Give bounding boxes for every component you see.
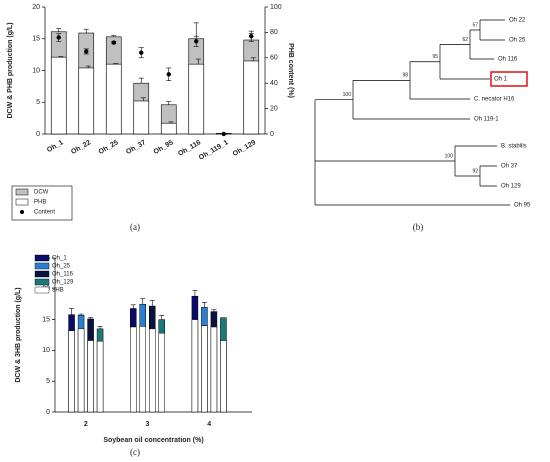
inner-bar	[68, 330, 75, 413]
inner-bar	[191, 319, 199, 413]
x-axis-label: Soybean oil concentration (%)	[103, 437, 203, 444]
x-tick-label: Oh_1	[46, 139, 65, 154]
leaf-label: Oh 37	[501, 164, 518, 170]
content-point	[56, 35, 61, 40]
x-tick-label: Oh_129	[232, 139, 257, 158]
y2-tick-label: 20	[270, 105, 278, 112]
bootstrap-value: 100	[445, 153, 454, 159]
highlight-box	[490, 71, 528, 87]
legend-label: Oh_25	[52, 264, 71, 270]
inner-bar	[96, 340, 104, 413]
x-tick-label: Oh_22	[70, 139, 92, 156]
content-point	[249, 34, 254, 39]
bootstrap-value: 62	[462, 37, 468, 43]
leaf-label: Oh 95	[514, 203, 531, 209]
leaf-label: Oh 25	[509, 38, 526, 44]
x-tick-label: 3	[146, 421, 150, 428]
inner-bar	[220, 340, 227, 413]
y-tick-label: 10	[42, 347, 50, 354]
leaf-label: Oh 119-1	[474, 117, 499, 123]
leaf-label: Oh 1	[494, 77, 508, 83]
content-point	[139, 50, 144, 55]
bar	[78, 67, 95, 135]
bootstrap-value: 57	[472, 22, 478, 28]
x-tick-label: Oh_25	[98, 139, 120, 156]
content-point	[111, 40, 116, 45]
y-tick-label: 5	[46, 378, 50, 385]
x-tick-label: 4	[207, 421, 211, 428]
y-tick-label: 5	[36, 99, 40, 106]
content-point	[194, 39, 199, 44]
inner-bar	[158, 332, 165, 413]
y-tick-label: 20	[32, 4, 40, 11]
caption: (c)	[130, 447, 140, 457]
legend-symbol	[15, 198, 29, 206]
y-tick-label: 0	[36, 131, 40, 138]
legend-label: Oh_129	[52, 280, 74, 286]
legend-symbol	[34, 286, 50, 294]
y-tick-label: 15	[42, 316, 50, 323]
legend-label: DCW	[34, 190, 49, 196]
leaf-label: B. stabilis	[501, 144, 527, 150]
inner-bar	[201, 325, 208, 413]
bar	[133, 100, 150, 135]
y-tick-label: 0	[46, 409, 50, 416]
y-tick-label: 15	[32, 36, 40, 43]
bootstrap-value: 92	[472, 168, 478, 174]
inner-bar	[149, 328, 156, 413]
y-axis-label: DCW & 3HB production (g/L)	[15, 287, 22, 382]
leaf-label: Oh 22	[509, 18, 526, 24]
y2-tick-label: 60	[270, 55, 278, 62]
legend-symbol	[15, 188, 29, 196]
y2-axis-label: PHB content (%)	[287, 43, 294, 98]
x-tick-label: Oh_119_1	[198, 139, 230, 161]
bar	[105, 63, 122, 135]
y2-tick-label: 0	[270, 131, 274, 138]
legend-symbol	[34, 278, 50, 286]
content-point	[221, 131, 226, 137]
y2-tick-label: 40	[270, 80, 278, 87]
x-tick-label: Oh_95	[153, 139, 175, 156]
legend-label: Oh_116	[52, 272, 74, 278]
inner-bar	[77, 328, 85, 413]
x-tick-label: 2	[84, 421, 88, 428]
inner-bar	[87, 340, 94, 413]
caption: (a)	[130, 222, 140, 232]
legend-label: PHB	[34, 200, 46, 206]
legend-label: Oh_1	[52, 256, 67, 262]
bootstrap-value: 100	[343, 92, 352, 98]
y2-tick-label: 100	[270, 4, 282, 11]
caption: (b)	[413, 222, 424, 232]
leaf-label: Oh 116	[498, 57, 518, 63]
leaf-label: Oh 129	[501, 184, 521, 190]
legend-label: Content	[34, 210, 55, 216]
bar	[160, 122, 177, 135]
content-point	[84, 49, 89, 54]
legend-symbol	[34, 254, 50, 262]
bar	[50, 56, 67, 135]
y-axis-label: DCW & PHB production (g/L)	[7, 22, 14, 118]
leaf-label: C. necator H16	[474, 97, 515, 103]
legend-symbol	[34, 270, 50, 278]
legend-symbol	[20, 210, 24, 214]
x-tick-label: Oh_37	[125, 139, 147, 156]
legend-symbol	[34, 262, 50, 270]
inner-bar	[139, 326, 146, 413]
bar	[188, 63, 205, 135]
y-tick-label: 10	[32, 67, 40, 74]
legend-label: 3HB	[52, 288, 64, 294]
bootstrap-value: 95	[432, 54, 438, 60]
inner-bar	[130, 326, 137, 413]
y2-tick-label: 80	[270, 29, 278, 36]
bootstrap-value: 98	[402, 73, 408, 79]
bar	[243, 60, 260, 135]
inner-bar	[210, 326, 218, 413]
content-point	[166, 72, 171, 77]
